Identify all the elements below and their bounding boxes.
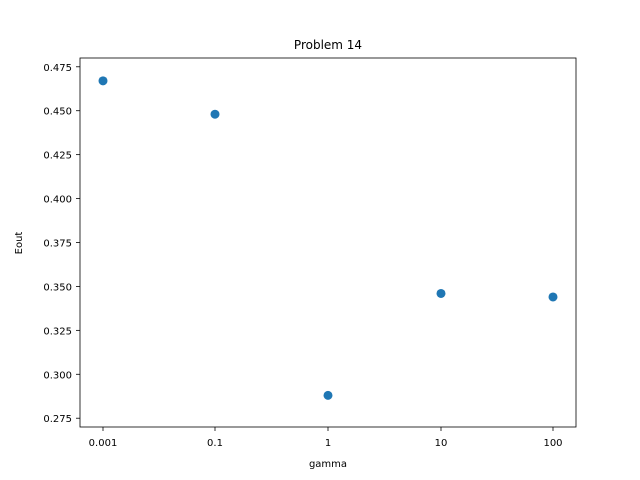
y-tick-label: 0.325 — [43, 326, 72, 337]
y-tick-label: 0.350 — [43, 282, 72, 293]
plot-frame — [79, 57, 577, 428]
x-tick-label: 1 — [325, 438, 331, 449]
y-tick-label: 0.375 — [43, 239, 72, 250]
y-axis-label: Eout — [14, 232, 25, 255]
x-tick-label: 0.001 — [89, 438, 118, 449]
data-point — [436, 288, 446, 298]
y-tick-label: 0.425 — [43, 151, 72, 162]
chart-title: Problem 14 — [294, 38, 362, 52]
x-axis-ticks: 0.001 0.1 1 10 100 — [89, 427, 563, 449]
x-tick-label: 0.1 — [207, 438, 223, 449]
data-point — [98, 76, 108, 86]
x-tick-label: 10 — [435, 438, 448, 449]
y-tick-label: 0.275 — [43, 414, 72, 425]
y-axis-ticks: 0.275 0.300 0.325 0.350 0.375 0.400 0.425 0.450… — [43, 63, 80, 425]
data-point — [210, 109, 220, 119]
y-tick-label: 0.400 — [43, 195, 72, 206]
data-point — [323, 390, 333, 400]
plot-area — [79, 57, 577, 428]
y-tick-label: 0.300 — [43, 370, 72, 381]
x-axis-label: gamma — [309, 459, 347, 470]
data-point — [548, 292, 558, 302]
y-tick-label: 0.450 — [43, 107, 72, 118]
x-tick-label: 100 — [543, 438, 562, 449]
data-points — [98, 76, 558, 400]
y-tick-label: 0.475 — [43, 63, 72, 74]
